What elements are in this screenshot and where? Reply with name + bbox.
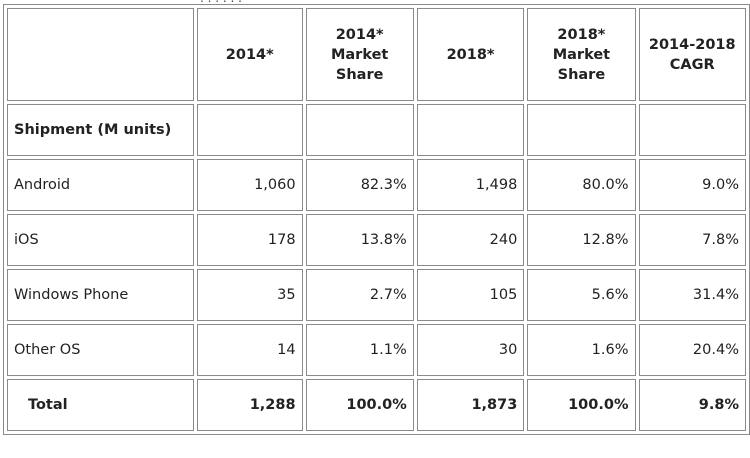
value-cell: 1.1% bbox=[305, 324, 414, 376]
empty-cell bbox=[305, 104, 414, 156]
header-corner-cell bbox=[7, 8, 194, 101]
value-cell: 178 bbox=[196, 214, 303, 266]
column-header: 2018* bbox=[416, 8, 525, 101]
column-header-line: CAGR bbox=[669, 56, 715, 73]
table-row: Other OS 14 1.1% 30 1.6% 20.4% bbox=[7, 324, 746, 376]
column-header: 2014* Market Share bbox=[305, 8, 414, 101]
smartphone-os-shipments-table: 2014* 2014* Market Share 2018* 2018* Market Sha… bbox=[3, 4, 750, 435]
column-header-line: Market bbox=[330, 46, 389, 63]
total-row: Total 1,288 100.0% 1,873 100.0% 9.8% bbox=[7, 379, 746, 431]
clipped-caption: . . . . . . bbox=[0, 0, 750, 4]
row-label: Windows Phone bbox=[7, 269, 194, 321]
value-cell: 5.6% bbox=[527, 269, 636, 321]
row-label: iOS bbox=[7, 214, 194, 266]
value-cell: 100.0% bbox=[305, 379, 414, 431]
table-row: iOS 178 13.8% 240 12.8% 7.8% bbox=[7, 214, 746, 266]
value-cell: 9.8% bbox=[638, 379, 746, 431]
value-cell: 1,873 bbox=[416, 379, 525, 431]
empty-cell bbox=[527, 104, 636, 156]
column-header-line: 2014* bbox=[335, 26, 384, 43]
value-cell: 80.0% bbox=[527, 159, 636, 211]
column-header: 2014-2018 CAGR bbox=[638, 8, 746, 101]
column-header: 2014* bbox=[196, 8, 303, 101]
value-cell: 13.8% bbox=[305, 214, 414, 266]
table-row: Windows Phone 35 2.7% 105 5.6% 31.4% bbox=[7, 269, 746, 321]
value-cell: 1.6% bbox=[527, 324, 636, 376]
value-cell: 1,288 bbox=[196, 379, 303, 431]
value-cell: 100.0% bbox=[527, 379, 636, 431]
value-cell: 35 bbox=[196, 269, 303, 321]
value-cell: 9.0% bbox=[638, 159, 746, 211]
value-cell: 31.4% bbox=[638, 269, 746, 321]
column-header: 2018* Market Share bbox=[527, 8, 636, 101]
column-header-line: Share bbox=[335, 66, 384, 83]
column-header-line: 2014* bbox=[225, 46, 274, 63]
value-cell: 12.8% bbox=[527, 214, 636, 266]
value-cell: 20.4% bbox=[638, 324, 746, 376]
value-cell: 7.8% bbox=[638, 214, 746, 266]
row-label: Total bbox=[7, 379, 194, 431]
empty-cell bbox=[416, 104, 525, 156]
row-label: Other OS bbox=[7, 324, 194, 376]
value-cell: 1,060 bbox=[196, 159, 303, 211]
value-cell: 82.3% bbox=[305, 159, 414, 211]
column-header-line: Market bbox=[552, 46, 611, 63]
table-row: Android 1,060 82.3% 1,498 80.0% 9.0% bbox=[7, 159, 746, 211]
value-cell: 2.7% bbox=[305, 269, 414, 321]
group-row: Shipment (M units) bbox=[7, 104, 746, 156]
value-cell: 240 bbox=[416, 214, 525, 266]
header-row: 2014* 2014* Market Share 2018* 2018* Market Sha… bbox=[7, 8, 746, 101]
column-header-line: 2018* bbox=[446, 46, 495, 63]
column-header-line: 2018* bbox=[557, 26, 606, 43]
empty-cell bbox=[638, 104, 746, 156]
value-cell: 1,498 bbox=[416, 159, 525, 211]
value-cell: 105 bbox=[416, 269, 525, 321]
column-header-line: 2014-2018 bbox=[648, 36, 736, 53]
value-cell: 14 bbox=[196, 324, 303, 376]
row-label: Android bbox=[7, 159, 194, 211]
group-label: Shipment (M units) bbox=[7, 104, 194, 156]
empty-cell bbox=[196, 104, 303, 156]
value-cell: 30 bbox=[416, 324, 525, 376]
column-header-line: Share bbox=[557, 66, 606, 83]
